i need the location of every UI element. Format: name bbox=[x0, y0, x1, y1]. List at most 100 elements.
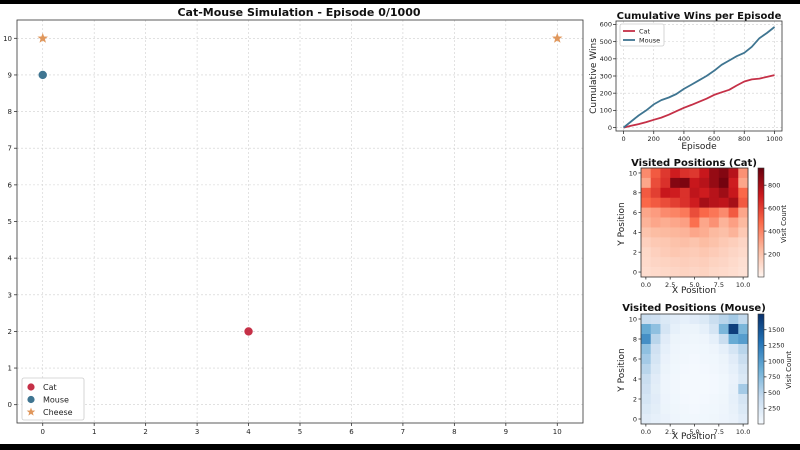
mouse-x-tick-label: 0.0 bbox=[641, 428, 651, 436]
cat-heatmap-cell bbox=[699, 177, 710, 189]
simulation-x-tick-label: 3 bbox=[195, 428, 199, 436]
cat-heatmap-cell bbox=[679, 257, 690, 268]
cat-heatmap-cell bbox=[670, 227, 681, 238]
cat-heatmap-cell bbox=[650, 197, 661, 208]
mouse-y-tick-label: 8 bbox=[633, 335, 637, 343]
cat-heatmap-cell bbox=[641, 187, 652, 199]
cat-heatmap-cell bbox=[679, 237, 690, 248]
simulation-x-tick-label: 4 bbox=[246, 428, 251, 436]
simulation-legend-box bbox=[21, 377, 85, 421]
wins-legend-cat-label: Cat bbox=[639, 27, 651, 35]
cat-heatmap-cell bbox=[689, 267, 700, 278]
cat-heatmap-cell bbox=[718, 257, 729, 268]
cat-heatmap-cell bbox=[670, 177, 681, 189]
mouse-heatmap-cell bbox=[728, 354, 739, 365]
cat-heatmap-cell bbox=[738, 217, 749, 228]
mouse-heatmap-cell bbox=[641, 354, 652, 365]
mouse-heatmap-cell bbox=[660, 414, 671, 425]
wins-legend-mouse-label: Mouse bbox=[639, 36, 660, 44]
mouse-heatmap-cell bbox=[689, 354, 700, 365]
mouse-heatmap-cell bbox=[660, 384, 671, 395]
cat-heatmap-cell bbox=[679, 247, 690, 258]
simulation-x-tick-label: 8 bbox=[452, 428, 456, 436]
cat-heatmap-cell bbox=[650, 247, 661, 258]
mouse-heatmap-cell bbox=[689, 364, 700, 375]
mouse-heatmap-cell bbox=[679, 394, 690, 405]
simulation-y-tick-label: 5 bbox=[8, 218, 12, 226]
simulation-y-tick-label: 6 bbox=[8, 181, 13, 189]
mouse-heatmap-cell bbox=[728, 334, 739, 345]
wins-x-tick-label: 800 bbox=[738, 135, 750, 143]
mouse-colorbar-tick-label: 1000 bbox=[768, 357, 785, 365]
cat-heatmap-cell bbox=[641, 177, 652, 189]
cat-y-tick-label: 6 bbox=[633, 209, 637, 217]
cat-heatmap-cell bbox=[650, 257, 661, 268]
mouse-x-tick-label: 5.0 bbox=[689, 428, 699, 436]
cat-heatmap-cell bbox=[709, 187, 720, 199]
mouse-heatmap-cell bbox=[689, 334, 700, 345]
cat-heatmap-cell bbox=[641, 247, 652, 258]
legend-cat-label: Cat bbox=[43, 383, 57, 392]
cat-heatmap-cells bbox=[640, 167, 749, 278]
mouse-heatmap-xlabel: X Position bbox=[672, 432, 716, 442]
cat-heatmap-cell bbox=[738, 168, 749, 179]
cat-heatmap-cell bbox=[709, 217, 720, 228]
simulation-y-tick-label: 7 bbox=[8, 145, 12, 153]
mouse-heatmap-cell bbox=[699, 344, 710, 355]
cumulative-wins-ylabel: Cumulative Wins bbox=[589, 38, 599, 114]
cat-heatmap-cell bbox=[718, 207, 729, 218]
cat-heatmap-cell bbox=[728, 237, 739, 248]
mouse-heatmap-cell bbox=[641, 394, 652, 405]
cat-heatmap-cell bbox=[718, 187, 729, 199]
mouse-heatmap-cell bbox=[718, 414, 729, 425]
mouse-heatmap-cell bbox=[641, 334, 652, 345]
cat-heatmap-cell bbox=[728, 217, 739, 228]
mouse-heatmap-cell bbox=[650, 384, 661, 395]
cat-y-tick-label: 4 bbox=[633, 229, 637, 237]
mouse-heatmap-cell bbox=[679, 344, 690, 355]
wins-y-tick-label: 200 bbox=[600, 89, 612, 97]
cat-heatmap-cell bbox=[728, 168, 739, 179]
cat-heatmap-cell bbox=[718, 197, 729, 208]
cat-colorbar-tick-label: 400 bbox=[768, 227, 780, 235]
mouse-heatmap-cell bbox=[670, 384, 681, 395]
cat-heatmap-cell bbox=[728, 247, 739, 258]
cat-heatmap-cell bbox=[670, 217, 681, 228]
cat-heatmap-cell bbox=[650, 187, 661, 199]
simulation-y-tick-label: 0 bbox=[8, 401, 12, 409]
cat-heatmap-cell bbox=[660, 187, 671, 199]
wins-x-tick-label: 0 bbox=[621, 135, 625, 143]
mouse-colorbar-tick-label: 1500 bbox=[768, 326, 785, 334]
cat-heatmap-cell bbox=[689, 177, 700, 189]
simulation-x-tick-label: 0 bbox=[40, 428, 44, 436]
mouse-marker bbox=[38, 70, 47, 80]
legend-mouse-swatch bbox=[27, 395, 35, 404]
cat-heatmap-cell bbox=[679, 227, 690, 238]
mouse-heatmap-cell bbox=[660, 404, 671, 415]
cat-y-tick-label: 0 bbox=[633, 268, 637, 276]
wins-x-tick-label: 200 bbox=[648, 135, 660, 143]
mouse-heatmap-cell bbox=[641, 324, 652, 335]
cat-heatmap-cell bbox=[650, 177, 661, 189]
mouse-colorbar-tick-label: 500 bbox=[768, 389, 780, 397]
mouse-heatmap-cell bbox=[650, 394, 661, 405]
cat-y-tick-label: 2 bbox=[633, 249, 637, 257]
mouse-heatmap-cell bbox=[650, 404, 661, 415]
wins-y-tick-label: 0 bbox=[608, 124, 612, 132]
mouse-y-tick-label: 6 bbox=[633, 355, 637, 363]
mouse-heatmap-cell bbox=[660, 324, 671, 335]
cat-heatmap-cell bbox=[660, 267, 671, 278]
cat-heatmap-cell bbox=[738, 197, 749, 208]
wins-y-tick-label: 600 bbox=[600, 21, 612, 29]
cat-x-tick-label: 10.0 bbox=[736, 281, 750, 289]
mouse-heatmap-cell bbox=[689, 324, 700, 335]
mouse-heatmap-cell bbox=[699, 414, 710, 425]
mouse-heatmap-cell bbox=[650, 324, 661, 335]
mouse-heatmap-cell bbox=[709, 394, 720, 405]
mouse-heatmap-cell bbox=[699, 354, 710, 365]
simulation-ticks: 0 1 2 3 4 5 6 7 8 9 10 0 1 2 3 4 5 6 7 8 9 10 bbox=[3, 35, 562, 436]
mouse-heatmap-cell bbox=[660, 374, 671, 385]
mouse-heatmap-cell bbox=[709, 384, 720, 395]
cat-heatmap-xlabel: X Position bbox=[672, 286, 716, 296]
